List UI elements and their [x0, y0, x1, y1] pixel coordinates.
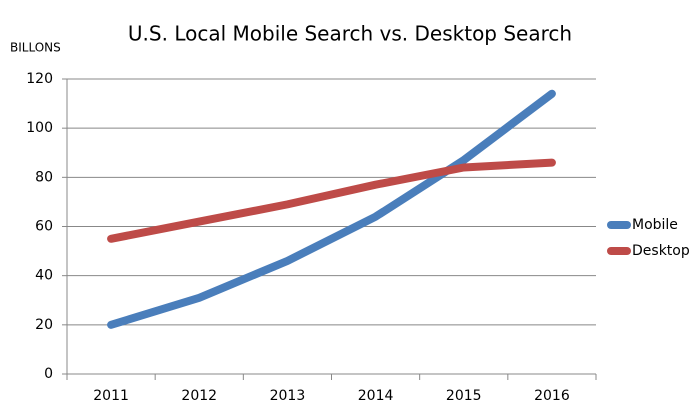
series-line	[107, 89, 556, 329]
series-line	[107, 158, 556, 243]
x-tick-label: 2012	[181, 388, 217, 404]
y-tick-label: 0	[44, 366, 53, 382]
x-tick-label: 2011	[93, 388, 129, 404]
y-axis-title: BILLONS	[10, 41, 61, 55]
x-tick-label: 2013	[270, 388, 306, 404]
y-tick-label: 120	[26, 71, 53, 87]
x-tick-label: 2016	[534, 388, 570, 404]
y-tick-label: 60	[35, 219, 53, 235]
y-tick-label: 100	[26, 120, 53, 136]
legend-label: Desktop	[632, 243, 690, 259]
y-tick-label: 80	[35, 169, 53, 185]
y-tick-label: 20	[35, 317, 53, 333]
y-tick-label: 40	[35, 268, 53, 284]
chart-title: U.S. Local Mobile Search vs. Desktop Sea…	[128, 22, 572, 46]
legend-label: Mobile	[632, 217, 678, 233]
x-tick-label: 2015	[446, 388, 482, 404]
x-tick-label: 2014	[358, 388, 394, 404]
